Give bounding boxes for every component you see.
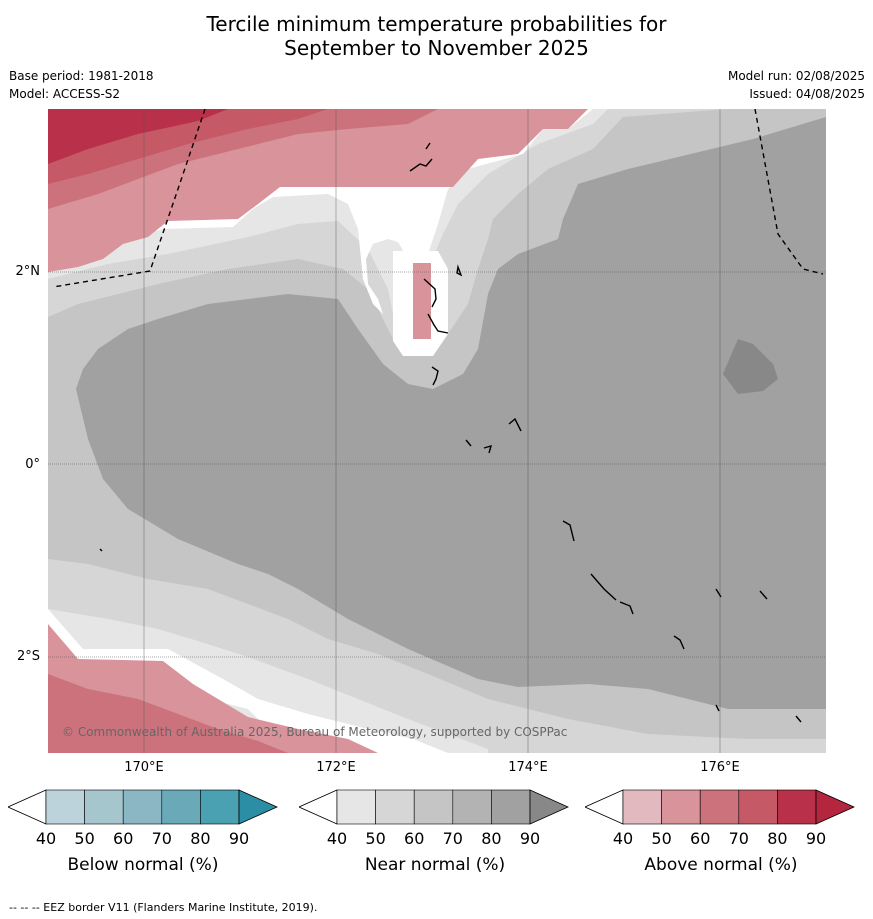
colorbar-segment: [122, 789, 163, 825]
title-line-1: Tercile minimum temperature probabilitie…: [206, 12, 667, 36]
colorbar-title-below: Below normal (%): [67, 855, 219, 875]
colorbar-tick-label: 90: [806, 829, 826, 848]
above-normal-tarawa-cell: [413, 263, 431, 339]
colorbar-title-above: Above normal (%): [644, 855, 798, 875]
colorbar-segment: [491, 789, 531, 825]
lon-label-176e: 176°E: [700, 760, 740, 775]
colorbar-tick-label: 90: [520, 829, 540, 848]
colorbar-tick-label: 60: [690, 829, 710, 848]
colorbar-segment: [375, 789, 415, 825]
colorbar-segment: [622, 789, 662, 825]
model-run: Model run: 02/08/2025: [727, 69, 865, 83]
base-period: Base period: 1981-2018: [9, 69, 154, 83]
meta-left: Base period: 1981-2018 Model: ACCESS-S2: [9, 69, 154, 105]
colorbar-tick-label: 50: [74, 829, 94, 848]
lon-label-174e: 174°E: [508, 760, 548, 775]
colorbar-segment: [738, 789, 778, 825]
colorbar-extend-high: [529, 789, 569, 825]
issued-date: Issued: 04/08/2025: [749, 87, 865, 101]
colorbar-extend-high: [238, 789, 278, 825]
island-outlines: [99, 142, 802, 723]
model-name: Model: ACCESS-S2: [9, 87, 121, 101]
map-svg: Makin © Commonwealth of Australia 2025, …: [48, 109, 826, 753]
colorbar-tick-label: 60: [113, 829, 133, 848]
colorbar-below-normal: 40 50 60 70 80 90: [8, 789, 278, 848]
near-normal-80-spot: [723, 339, 778, 394]
meta-right: Model run: 02/08/2025 Issued: 04/08/2025: [728, 69, 865, 105]
copyright-text: © Commonwealth of Australia 2025, Bureau…: [62, 725, 567, 739]
lat-gridlines: [48, 271, 826, 658]
colorbar-tick-label: 70: [152, 829, 172, 848]
gridlines: [143, 109, 721, 753]
colorbar-tick-label: 50: [651, 829, 671, 848]
colorbar-segment: [336, 789, 376, 825]
lon-label-172e: 172°E: [316, 760, 356, 775]
colorbar-tick-label: 40: [36, 829, 56, 848]
colorbar-tick-label: 70: [443, 829, 463, 848]
colorbar-above-normal: 40 50 60 70 80 90: [585, 789, 855, 848]
lon-label-170e: 170°E: [124, 760, 164, 775]
colorbar-segment: [699, 789, 740, 825]
title-line-2: September to November 2025: [284, 36, 589, 60]
colorbar-extend-low: [585, 789, 624, 825]
above-normal-60-bottom: [48, 674, 288, 753]
colorbar-tick-label: 80: [767, 829, 787, 848]
colorbar-segment: [452, 789, 492, 825]
colorbar-tick-label: 70: [729, 829, 749, 848]
lat-label-2n: 2°N: [15, 264, 41, 279]
colorbar-tick-label: 60: [404, 829, 424, 848]
lat-label-2s: 2°S: [16, 649, 40, 664]
colorbar-tick-label: 80: [481, 829, 501, 848]
footnote: -- -- -- EEZ border V11 (Flanders Marine…: [9, 901, 318, 914]
colorbar-tick-label: 50: [365, 829, 385, 848]
colorbar-extend-high: [815, 789, 855, 825]
lat-label-0: 0°: [25, 457, 40, 472]
colorbar-segment: [45, 789, 85, 825]
colorbar-near-normal: 40 50 60 70 80 90: [299, 789, 569, 848]
colorbar-tick-label: 90: [229, 829, 249, 848]
colorbar-segment: [413, 789, 454, 825]
colorbar-segment: [161, 789, 201, 825]
colorbar-extend-low: [8, 789, 47, 825]
near-normal-60-band-top: [48, 109, 826, 753]
colorbar-tick-label: 40: [613, 829, 633, 848]
colorbar-segment: [777, 789, 817, 825]
colorbar-extend-low: [299, 789, 338, 825]
colorbar-segment: [200, 789, 240, 825]
map-panel[interactable]: Makin © Commonwealth of Australia 2025, …: [48, 109, 826, 753]
colorbar-segment: [84, 789, 124, 825]
eez-border: [52, 109, 824, 288]
chart-title: Tercile minimum temperature probabilitie…: [0, 12, 873, 60]
colorbar-title-near: Near normal (%): [364, 855, 506, 875]
colorbar-tick-label: 80: [190, 829, 210, 848]
colorbar-segment: [661, 789, 701, 825]
colorbar-tick-label: 40: [327, 829, 347, 848]
above-normal-80-top: [48, 109, 228, 164]
